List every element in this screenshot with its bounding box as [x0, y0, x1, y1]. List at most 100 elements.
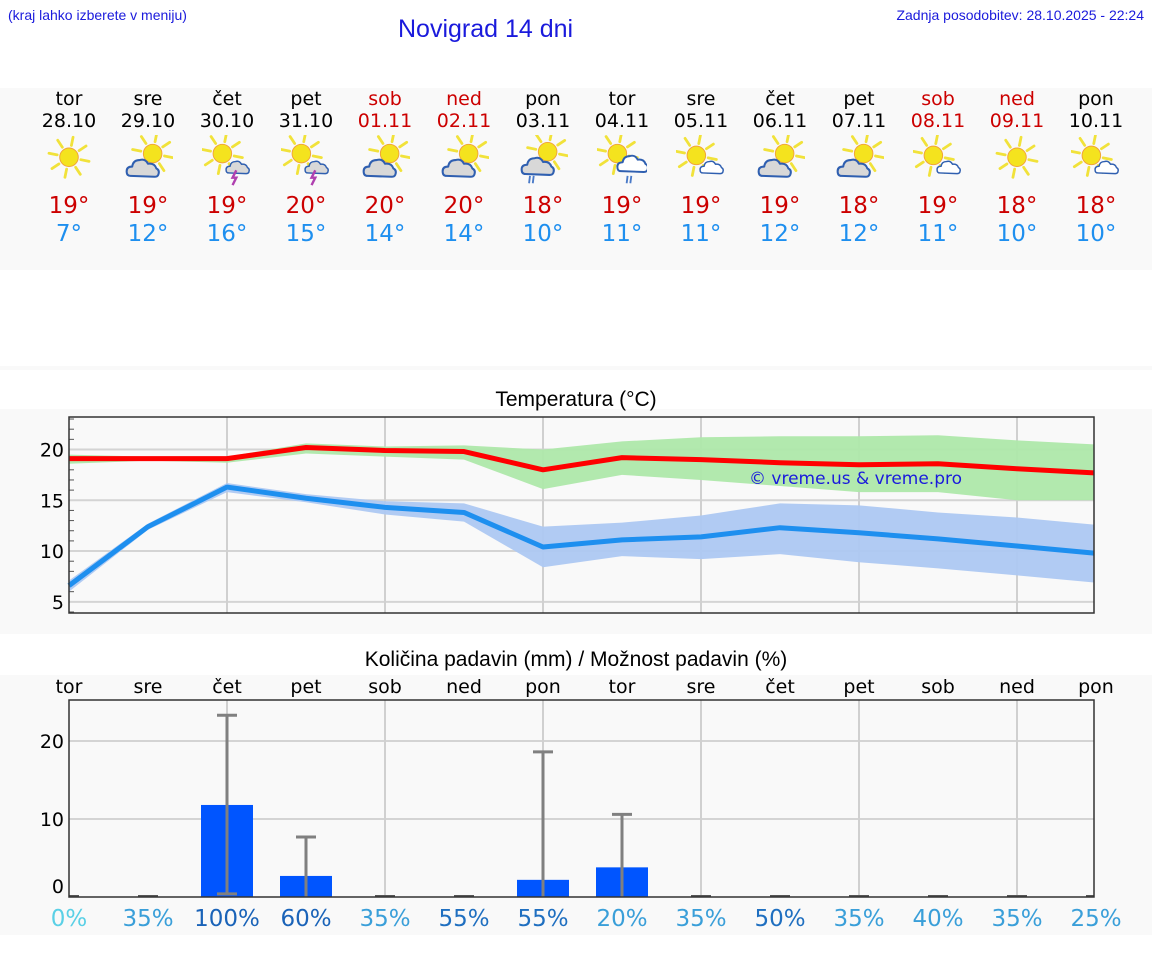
precip-probability: 35%	[359, 906, 410, 932]
precip-probability: 40%	[912, 906, 963, 932]
min-temp: 7°	[55, 221, 83, 247]
location-hint[interactable]: (kraj lahko izberete v meniju)	[8, 7, 187, 23]
sun-cloud-icon	[109, 135, 188, 187]
day-name: tor	[55, 88, 83, 110]
precip-probability: 55%	[438, 906, 489, 932]
day-name: sob	[921, 88, 955, 110]
day-name: pet	[843, 88, 875, 110]
svg-text:10: 10	[40, 809, 64, 831]
day-date: 06.11	[752, 110, 808, 132]
precip-chart-title: Količina padavin (mm) / Možnost padavin …	[364, 648, 788, 671]
precip-probability: 35%	[675, 906, 726, 932]
day-date: 10.11	[1068, 110, 1124, 132]
min-temp: 12°	[838, 221, 880, 247]
day-label: pon	[1078, 676, 1114, 698]
day-label: tor	[56, 676, 83, 698]
max-temp: 19°	[759, 193, 801, 219]
day-label: sre	[687, 676, 716, 698]
max-temp: 19°	[206, 193, 248, 219]
day-column: sob 01.11 20° 14°	[346, 88, 425, 248]
svg-text:20: 20	[40, 439, 64, 461]
sun-cloud-icon	[425, 135, 504, 187]
svg-text:5: 5	[52, 592, 64, 614]
day-date: 07.11	[831, 110, 887, 132]
day-date: 09.11	[989, 110, 1045, 132]
day-date: 29.10	[120, 110, 176, 132]
day-label: ned	[446, 676, 482, 698]
precip-probability: 0%	[51, 906, 88, 932]
sun-small-cloud-icon	[1057, 135, 1136, 187]
day-label: čet	[212, 676, 242, 698]
day-column: pon 03.11 18° 10°	[504, 88, 583, 248]
day-name: pet	[290, 88, 322, 110]
day-label: tor	[609, 676, 636, 698]
precip-probability: 35%	[122, 906, 173, 932]
day-date: 28.10	[41, 110, 97, 132]
day-column: pet 07.11 18° 12°	[820, 88, 899, 248]
sun-icon	[30, 135, 109, 187]
day-date: 05.11	[673, 110, 729, 132]
temperature-chart: 5 10 15 20 © vreme.us & vreme.pro	[40, 416, 1095, 614]
day-name: čet	[765, 88, 795, 110]
day-column: ned 02.11 20° 14°	[425, 88, 504, 248]
precip-chart-bg	[0, 675, 1152, 935]
max-temp: 18°	[1075, 193, 1117, 219]
sun-cloud-icon	[820, 135, 899, 187]
day-label: čet	[765, 676, 795, 698]
min-temp: 12°	[127, 221, 169, 247]
precip-probability: 100%	[194, 906, 260, 932]
precip-probability: 20%	[596, 906, 647, 932]
sun-small-cloud-icon	[899, 135, 978, 187]
forecast-strip-bg	[0, 88, 1152, 270]
day-name: pon	[525, 88, 561, 110]
sun-icon	[978, 135, 1057, 187]
sun-light-cloud-rain-icon	[583, 135, 662, 187]
day-column: tor 28.10 19° 7°	[30, 88, 109, 248]
day-name: sob	[368, 88, 402, 110]
day-date: 31.10	[278, 110, 334, 132]
sun-small-cloud-icon	[662, 135, 741, 187]
precip-probability: 35%	[991, 906, 1042, 932]
svg-text:0: 0	[52, 876, 64, 898]
watermark: © vreme.us & vreme.pro	[749, 469, 962, 489]
sun-thunderstorm-icon	[188, 135, 267, 187]
precipitation-chart: tor sre čet pet sob ned pon tor sre čet pet sob ned p…	[40, 676, 1122, 932]
min-temp: 10°	[1075, 221, 1117, 247]
day-date: 03.11	[515, 110, 571, 132]
day-label: sre	[134, 676, 163, 698]
day-column: tor 04.11 19° 11°	[583, 88, 662, 248]
max-temp: 18°	[522, 193, 564, 219]
min-temp: 11°	[601, 221, 643, 247]
precip-probability: 25%	[1070, 906, 1121, 932]
min-temp: 15°	[285, 221, 327, 247]
day-column: čet 06.11 19° 12°	[741, 88, 820, 248]
day-name: ned	[446, 88, 482, 110]
max-temp: 20°	[285, 193, 327, 219]
day-column: čet 30.10 19° 16°	[188, 88, 267, 248]
max-temp: 18°	[838, 193, 880, 219]
precip-probability: 50%	[754, 906, 805, 932]
max-temp: 19°	[601, 193, 643, 219]
day-date: 04.11	[594, 110, 650, 132]
svg-text:20: 20	[40, 731, 64, 753]
day-label: sob	[921, 676, 955, 698]
day-name: ned	[999, 88, 1035, 110]
day-name: sre	[133, 88, 163, 110]
day-name: čet	[212, 88, 242, 110]
day-date: 30.10	[199, 110, 255, 132]
day-column: ned 09.11 18° 10°	[978, 88, 1057, 248]
min-temp: 10°	[996, 221, 1038, 247]
day-date: 02.11	[436, 110, 492, 132]
day-name: tor	[608, 88, 636, 110]
max-temp: 18°	[996, 193, 1038, 219]
precip-probability: 35%	[833, 906, 884, 932]
sun-cloud-icon	[346, 135, 425, 187]
precip-probability: 60%	[280, 906, 331, 932]
min-temp: 10°	[522, 221, 564, 247]
last-updated: Zadnja posodobitev: 28.10.2025 - 22:24	[896, 7, 1144, 23]
divider	[0, 366, 1152, 370]
day-date: 08.11	[910, 110, 966, 132]
sun-cloud-icon	[741, 135, 820, 187]
day-column: sre 05.11 19° 11°	[662, 88, 741, 248]
max-temp: 19°	[127, 193, 169, 219]
